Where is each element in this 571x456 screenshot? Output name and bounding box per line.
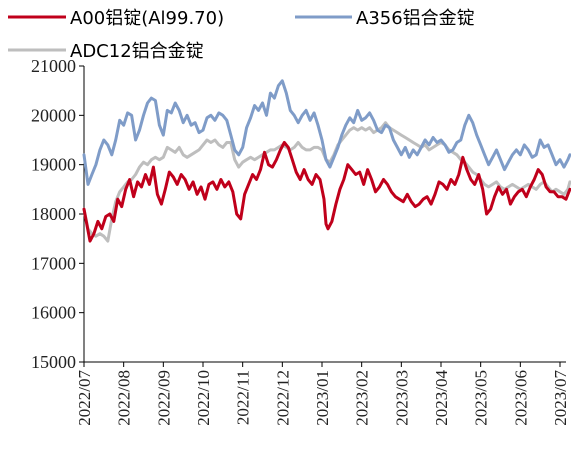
x-tick-label: 2023/02 [353, 370, 372, 426]
x-tick-label: 2022/08 [115, 370, 134, 426]
legend-label-adc12: ADC12铝合金锭 [70, 41, 204, 62]
x-tick-label: 2023/06 [511, 370, 530, 426]
legend-label-a00: A00铝锭(Al99.70) [70, 8, 224, 29]
x-tick-label: 2022/07 [75, 370, 94, 426]
x-tick-label: 2022/12 [273, 370, 292, 426]
x-tick-label: 2022/09 [154, 370, 173, 426]
series-line-a00 [82, 141, 571, 243]
y-tick-label: 20000 [31, 105, 76, 125]
y-tick-label: 19000 [31, 155, 76, 175]
y-tick-label: 17000 [31, 253, 76, 273]
y-tick-label: 16000 [31, 303, 76, 323]
x-tick-label: 2023/04 [432, 370, 451, 426]
y-tick-label: 15000 [31, 352, 76, 372]
x-tick-label: 2023/05 [472, 370, 491, 426]
legend-label-a356: A356铝合金锭 [356, 8, 475, 29]
chart-legend: A00铝锭(Al99.70) A356铝合金锭 ADC12铝合金锭 [8, 8, 475, 62]
x-axis-ticks: 2022/07 2022/08 2022/09 2022/10 2022/11 2022/… [75, 362, 570, 426]
x-tick-label: 2022/10 [194, 370, 213, 426]
x-tick-label: 2023/07 [551, 370, 570, 426]
x-tick-label: 2023/01 [313, 370, 332, 426]
x-tick-label: 2022/11 [234, 370, 253, 425]
series-line-a356 [82, 79, 571, 186]
y-tick-label: 21000 [31, 56, 76, 76]
series-lines [82, 79, 571, 243]
y-axis-ticks: 15000 16000 17000 18000 19000 20000 21000 [31, 56, 84, 372]
y-tick-label: 18000 [31, 204, 76, 224]
x-tick-label: 2023/03 [392, 370, 411, 426]
